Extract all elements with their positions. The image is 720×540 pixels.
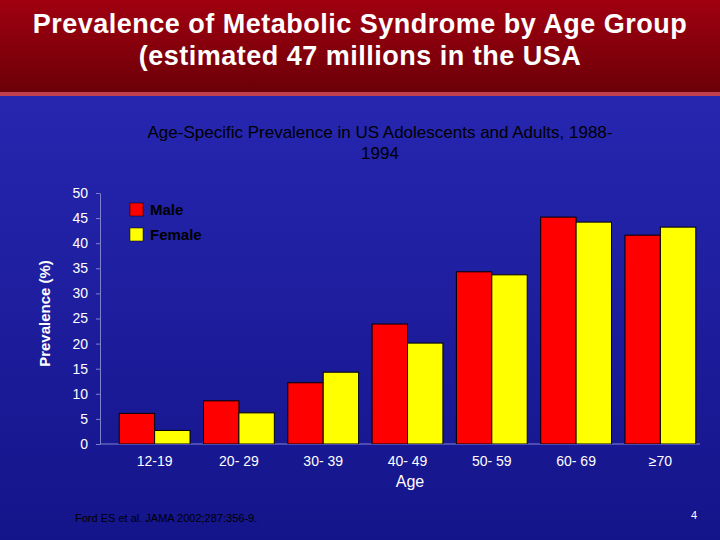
background (0, 0, 720, 540)
y-tick: 5 (80, 411, 100, 427)
y-tick: 50 (72, 185, 100, 201)
y-tick-mark (96, 193, 100, 194)
x-tick-label: 50- 59 (472, 453, 512, 469)
y-axis-line (100, 194, 101, 445)
y-tick-label: 30 (72, 285, 88, 301)
y-tick: 25 (72, 310, 100, 326)
y-tick-mark (96, 319, 100, 320)
x-tick: 50- 59 (472, 453, 512, 469)
x-tick-label: 60- 69 (556, 453, 596, 469)
y-axis-title: Prevalence (%) (36, 260, 53, 367)
bars (119, 217, 696, 444)
y-tick: 30 (72, 285, 100, 301)
bar (660, 227, 695, 444)
y-tick-label: 10 (72, 386, 88, 402)
y-tick: 40 (72, 235, 100, 251)
title-band (0, 0, 720, 95)
y-tick-mark (96, 243, 100, 244)
y-tick-mark (96, 369, 100, 370)
x-tick: 40- 49 (388, 453, 428, 469)
y-tick: 35 (72, 260, 100, 276)
y-tick-label: 0 (80, 436, 88, 452)
y-tick-mark (96, 293, 100, 294)
legend-label: Male (150, 201, 183, 218)
bar (288, 383, 323, 444)
y-axis: 0 5 10 15 20 25 30 35 40 45 50 (72, 185, 100, 452)
bar (541, 217, 576, 444)
bar (408, 343, 443, 444)
y-tick-label: 50 (72, 185, 88, 201)
bar (492, 275, 527, 444)
y-tick-label: 35 (72, 260, 88, 276)
x-tick-label: 20- 29 (219, 453, 259, 469)
y-tick-mark (96, 268, 100, 269)
page-number: 4 (691, 509, 697, 521)
y-tick: 45 (72, 210, 100, 226)
y-tick-mark (96, 444, 100, 445)
legend: Male Female (130, 201, 202, 243)
bar (625, 235, 660, 444)
bar (456, 272, 491, 444)
y-tick-label: 45 (72, 210, 88, 226)
title-band-edge (0, 92, 720, 96)
subtitle: Age-Specific Prevalence in US Adolescent… (140, 122, 620, 164)
y-tick-label: 15 (72, 361, 88, 377)
legend-swatch (130, 203, 143, 216)
bar (372, 324, 407, 444)
y-tick: 20 (72, 336, 100, 352)
x-axis-title: Age (396, 473, 425, 490)
x-tick-label: 12-19 (137, 453, 173, 469)
x-tick-label: ≥70 (649, 453, 672, 469)
y-tick-mark (96, 344, 100, 345)
y-tick-label: 20 (72, 336, 88, 352)
y-tick-label: 40 (72, 235, 88, 251)
x-tick-label: 40- 49 (388, 453, 428, 469)
bar (155, 430, 190, 444)
legend-label: Female (150, 226, 202, 243)
bar (119, 413, 154, 444)
bar (204, 401, 239, 444)
y-tick-label: 5 (80, 411, 88, 427)
y-tick: 10 (72, 386, 100, 402)
x-tick: ≥70 (649, 453, 672, 469)
bar (576, 222, 611, 444)
y-tick: 15 (72, 361, 100, 377)
y-tick-label: 25 (72, 310, 88, 326)
x-axis: 12-19 20- 29 30- 39 40- 49 50- 59 60- 69 ≥70 (100, 444, 700, 469)
x-tick: 12-19 (137, 453, 173, 469)
x-tick: 20- 29 (219, 453, 259, 469)
legend-swatch (130, 228, 143, 241)
y-tick-mark (96, 394, 100, 395)
y-tick-mark (96, 419, 100, 420)
y-tick-mark (96, 218, 100, 219)
x-tick: 60- 69 (556, 453, 596, 469)
x-tick: 30- 39 (303, 453, 343, 469)
bar (239, 413, 274, 444)
y-tick: 0 (80, 436, 100, 452)
x-tick-label: 30- 39 (303, 453, 343, 469)
bar (323, 372, 358, 444)
slide: 0 5 10 15 20 25 30 35 40 45 50 12-19 20- 29 30- 39 40-… (0, 0, 720, 540)
title: Prevalence of Metabolic Syndrome by Age … (10, 8, 710, 72)
source-note: Ford ES et al. JAMA 2002;287:356-9. (75, 512, 257, 524)
